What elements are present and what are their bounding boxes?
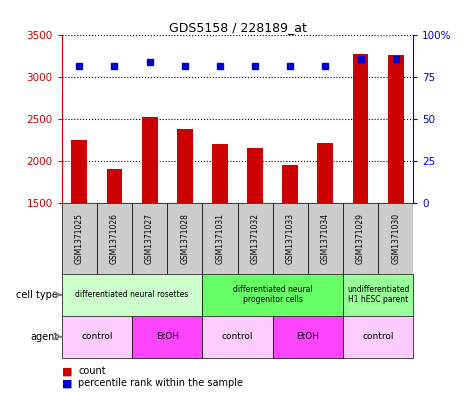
Bar	[247, 148, 263, 203]
Bar	[142, 118, 158, 203]
Text: EtOH: EtOH	[296, 332, 319, 341]
Bar	[273, 316, 343, 358]
Text: GSM1371025: GSM1371025	[75, 213, 84, 264]
Text: GSM1371030: GSM1371030	[391, 213, 400, 264]
Bar	[202, 274, 343, 316]
Text: GSM1371034: GSM1371034	[321, 213, 330, 264]
Bar	[273, 203, 308, 274]
Bar	[282, 165, 298, 203]
Bar	[202, 316, 273, 358]
Text: GSM1371028: GSM1371028	[180, 213, 189, 264]
Text: GSM1371026: GSM1371026	[110, 213, 119, 264]
Text: control: control	[81, 332, 113, 341]
Text: EtOH: EtOH	[156, 332, 179, 341]
Bar	[62, 274, 202, 316]
Text: GSM1371032: GSM1371032	[251, 213, 259, 264]
Text: control: control	[362, 332, 394, 341]
Bar	[352, 54, 369, 203]
Text: ■: ■	[62, 366, 76, 376]
Bar	[97, 203, 132, 274]
Text: differentiated neural
progenitor cells: differentiated neural progenitor cells	[233, 285, 313, 305]
Bar	[378, 203, 413, 274]
Bar	[238, 203, 273, 274]
Bar	[167, 203, 202, 274]
Text: count: count	[78, 366, 106, 376]
Bar	[308, 203, 343, 274]
Bar	[62, 203, 97, 274]
Text: percentile rank within the sample: percentile rank within the sample	[78, 378, 243, 388]
Title: GDS5158 / 228189_at: GDS5158 / 228189_at	[169, 21, 306, 34]
Bar	[343, 203, 378, 274]
Text: differentiated neural rosettes: differentiated neural rosettes	[76, 290, 189, 299]
Text: GSM1371031: GSM1371031	[216, 213, 224, 264]
Bar	[202, 203, 238, 274]
Bar	[132, 316, 202, 358]
Bar	[343, 274, 413, 316]
Bar	[317, 143, 333, 203]
Bar	[177, 129, 193, 203]
Bar	[62, 316, 132, 358]
Text: GSM1371027: GSM1371027	[145, 213, 154, 264]
Text: agent: agent	[30, 332, 58, 342]
Text: GSM1371029: GSM1371029	[356, 213, 365, 264]
Bar	[132, 203, 167, 274]
Bar	[343, 316, 413, 358]
Text: ■: ■	[62, 378, 76, 388]
Text: GSM1371033: GSM1371033	[286, 213, 294, 264]
Bar	[71, 140, 87, 203]
Bar	[388, 55, 404, 203]
Text: undifferentiated
H1 hESC parent: undifferentiated H1 hESC parent	[347, 285, 409, 305]
Bar	[106, 169, 123, 203]
Text: control: control	[222, 332, 253, 341]
Text: cell type: cell type	[16, 290, 58, 300]
Bar	[212, 144, 228, 203]
